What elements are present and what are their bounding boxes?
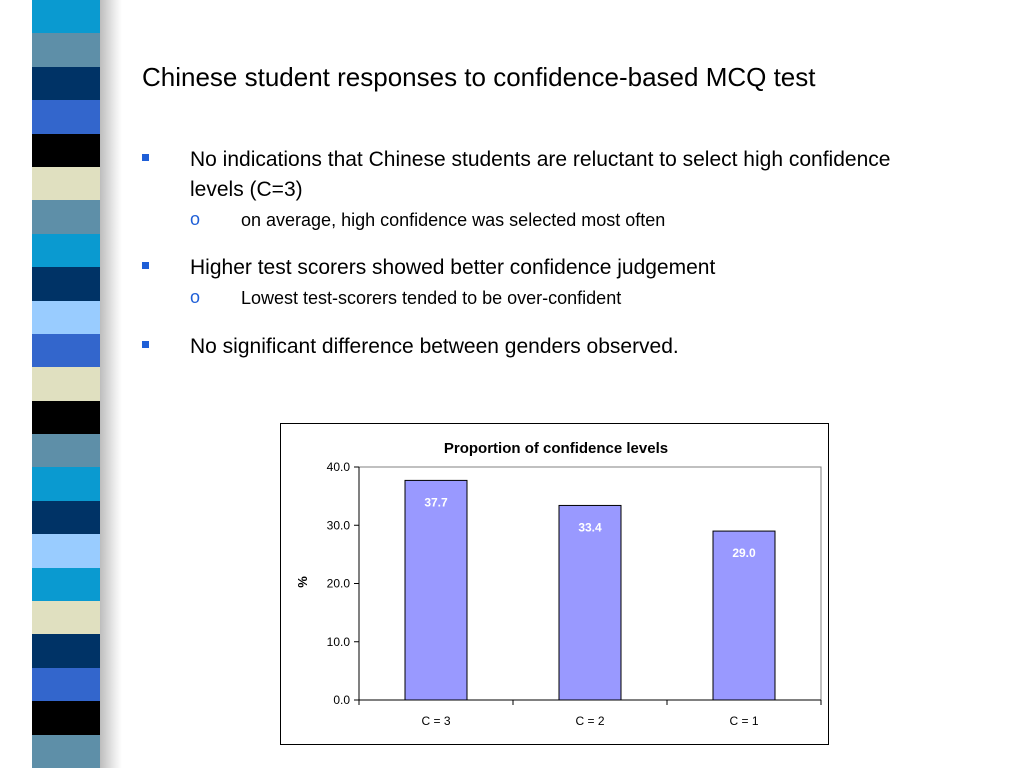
stripe-band (32, 200, 100, 235)
x-tick-label: C = 1 (729, 714, 758, 728)
sub-bullet-text: Lowest test-scorers tended to be over-co… (241, 288, 622, 308)
stripe-band (32, 166, 100, 202)
plot-area: 0.0 10.0 20.0 30.0 40.0 37.7 C = 3 33.4 C = 2 29.… (327, 460, 822, 728)
bar (404, 479, 468, 701)
stripe-band (32, 100, 100, 135)
bullet-item: No indications that Chinese students are… (140, 145, 940, 205)
bar-chart: Proportion of confidence levels % 0.0 10.… (280, 423, 829, 745)
bullet-group-3: No significant difference between gender… (140, 332, 940, 362)
bar-value-label: 33.4 (578, 520, 602, 534)
bullet-item: No significant difference between gender… (140, 332, 940, 362)
bullet-text: Higher test scorers showed better confid… (190, 256, 716, 279)
square-bullet-icon (142, 341, 149, 348)
sub-bullet-text: on average, high confidence was selected… (241, 210, 666, 230)
stripe-band (32, 66, 100, 102)
stripe-shadow (100, 0, 122, 768)
y-tick-label: 30.0 (327, 518, 351, 532)
square-bullet-icon (142, 154, 149, 161)
bar-value-label: 29.0 (732, 546, 756, 560)
bullet-text: No indications that Chinese students are… (190, 148, 891, 201)
y-tick-label: 40.0 (327, 460, 351, 474)
bullet-item: Higher test scorers showed better confid… (140, 253, 940, 283)
circle-bullet-icon: o (190, 287, 201, 307)
x-tick-label: C = 2 (575, 714, 604, 728)
stripe-band (32, 667, 100, 703)
y-tick-label: 0.0 (333, 693, 350, 707)
stripe-band (32, 734, 100, 768)
stripe-band (32, 467, 100, 502)
stripe-band (32, 333, 100, 369)
bullet-group-1: No indications that Chinese students are… (140, 145, 940, 233)
bullet-text: No significant difference between gender… (190, 335, 679, 358)
circle-bullet-icon: o (190, 209, 201, 229)
slide-title: Chinese student responses to confidence-… (142, 62, 816, 92)
square-bullet-icon (142, 262, 149, 269)
y-tick-label: 20.0 (327, 577, 351, 591)
decorative-stripe (32, 0, 100, 768)
stripe-band (32, 534, 100, 569)
stripe-band (32, 400, 100, 436)
stripe-band (32, 133, 100, 168)
stripe-band (32, 0, 100, 35)
stripe-band (32, 434, 100, 469)
bar-value-label: 37.7 (424, 495, 448, 509)
stripe-band (32, 701, 100, 736)
chart-title: Proportion of confidence levels (444, 440, 668, 457)
sub-bullet-item: o on average, high confidence was select… (140, 207, 940, 233)
stripe-band (32, 33, 100, 68)
chart-canvas: Proportion of confidence levels % 0.0 10.… (295, 440, 822, 728)
stripe-band (32, 567, 100, 603)
stripe-band (32, 367, 100, 402)
y-axis-label: % (295, 576, 310, 588)
stripe-band (32, 601, 100, 636)
stripe-band (32, 267, 100, 302)
bar (558, 504, 622, 701)
stripe-band (32, 300, 100, 335)
x-tick-label: C = 3 (421, 714, 450, 728)
sub-bullet-item: o Lowest test-scorers tended to be over-… (140, 285, 940, 311)
bar (712, 530, 776, 701)
bullet-list: No indications that Chinese students are… (140, 145, 940, 362)
y-tick-label: 10.0 (327, 635, 351, 649)
stripe-band (32, 500, 100, 536)
bullet-group-2: Higher test scorers showed better confid… (140, 253, 940, 311)
stripe-band (32, 634, 100, 669)
stripe-band (32, 233, 100, 269)
